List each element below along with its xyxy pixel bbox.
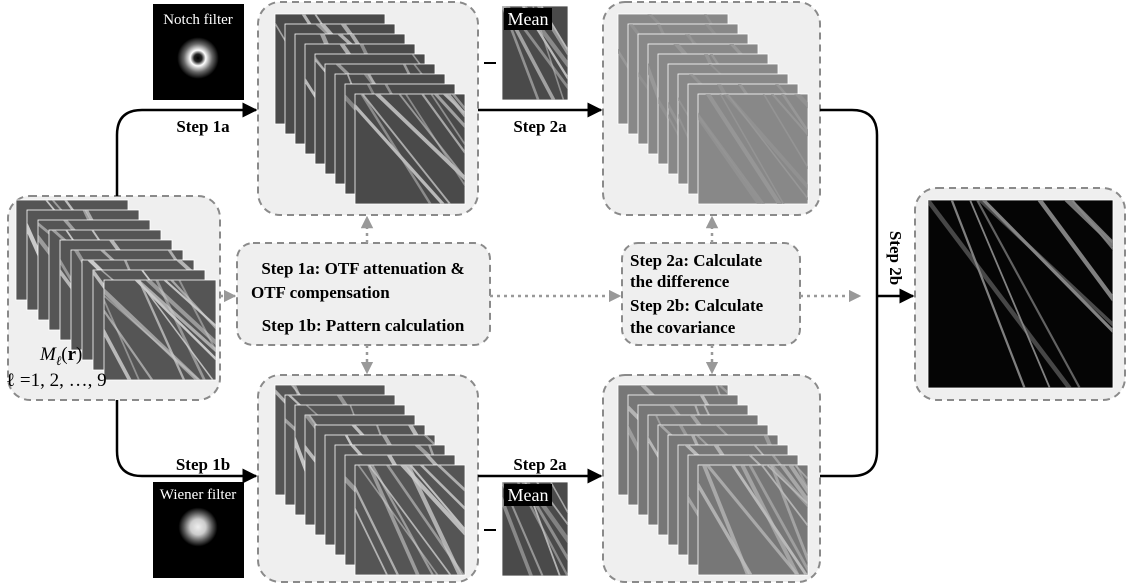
diagram: Notch filter Wiener filter Mean Mean Ste… <box>0 0 1127 584</box>
step-label: Step 2a <box>513 455 567 474</box>
note-line: the difference <box>630 272 730 291</box>
arrow <box>820 110 877 476</box>
note-line: Step 1a: OTF attenuation & <box>261 259 464 278</box>
notch-filter-ring <box>172 32 224 84</box>
note-line: Step 2a: Calculate <box>630 251 763 270</box>
notch-filter-label: Notch filter <box>163 12 233 28</box>
step-label: Step 1b <box>176 455 230 474</box>
wiener-filter-label: Wiener filter <box>160 487 236 503</box>
step-label: Step 2b <box>886 231 905 285</box>
note-line: Step 1b: Pattern calculation <box>262 316 465 335</box>
symbol: M <box>39 344 57 365</box>
image-frame <box>928 200 1113 388</box>
wiener-filter-blob <box>172 501 224 553</box>
note-line: Step 2b: Calculate <box>630 296 764 315</box>
note-line: the covariance <box>630 318 736 337</box>
note-line: OTF compensation <box>251 283 390 302</box>
input-index: ℓ =1, 2, …, 9 <box>6 370 107 391</box>
step-label: Step 2a <box>513 117 567 136</box>
image-frame <box>698 94 808 204</box>
input-symbol: Mℓ(r) <box>39 344 82 368</box>
mean-label: Mean <box>508 485 549 505</box>
mean-label: Mean <box>508 9 549 29</box>
paren: ) <box>76 344 82 365</box>
step-label: Step 1a <box>176 117 230 136</box>
